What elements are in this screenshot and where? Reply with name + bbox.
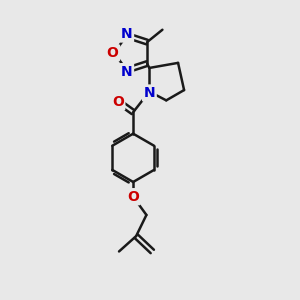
Text: N: N bbox=[121, 65, 133, 79]
Text: O: O bbox=[107, 46, 118, 60]
Text: O: O bbox=[127, 190, 139, 204]
Text: N: N bbox=[121, 27, 133, 41]
Text: O: O bbox=[112, 95, 124, 109]
Text: N: N bbox=[143, 86, 155, 100]
